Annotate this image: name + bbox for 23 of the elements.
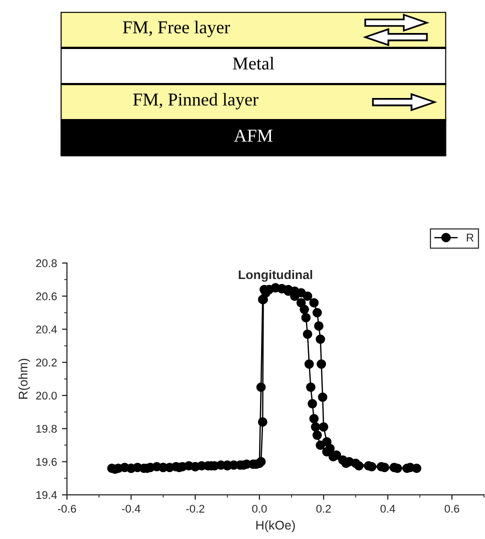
text: FM, Pinned layer: [133, 92, 258, 110]
text: FM, Free layer: [122, 20, 230, 38]
y-tick-label: 19.4: [36, 491, 57, 499]
x-tick-label: -0.6: [58, 504, 76, 513]
text: Metal: [232, 56, 274, 70]
text: Longitudinal: [238, 270, 312, 282]
y-tick-label: 19.8: [36, 424, 57, 433]
y-tick-label: 20.0: [36, 392, 57, 400]
x-tick-label: -0.2: [186, 504, 204, 513]
y-tick-label: 20.6: [36, 292, 57, 300]
text: AFM: [234, 130, 272, 142]
y-tick-label: 20.2: [36, 358, 57, 366]
x-axis-title: H(kOe): [256, 520, 295, 532]
y-tick-label: 20.8: [36, 259, 57, 268]
y-tick-label: 19.6: [36, 458, 57, 466]
x-tick-label: 0.0: [252, 504, 267, 513]
x-tick-label: -0.4: [122, 504, 140, 513]
legend-label: R: [466, 234, 474, 242]
y-axis-title: R(ohm): [18, 358, 30, 399]
x-tick-label: 0.2: [316, 504, 331, 513]
x-tick-label: 0.4: [380, 504, 396, 513]
x-tick-label: 0.6: [444, 504, 460, 513]
y-tick-label: 20.4: [36, 326, 57, 334]
